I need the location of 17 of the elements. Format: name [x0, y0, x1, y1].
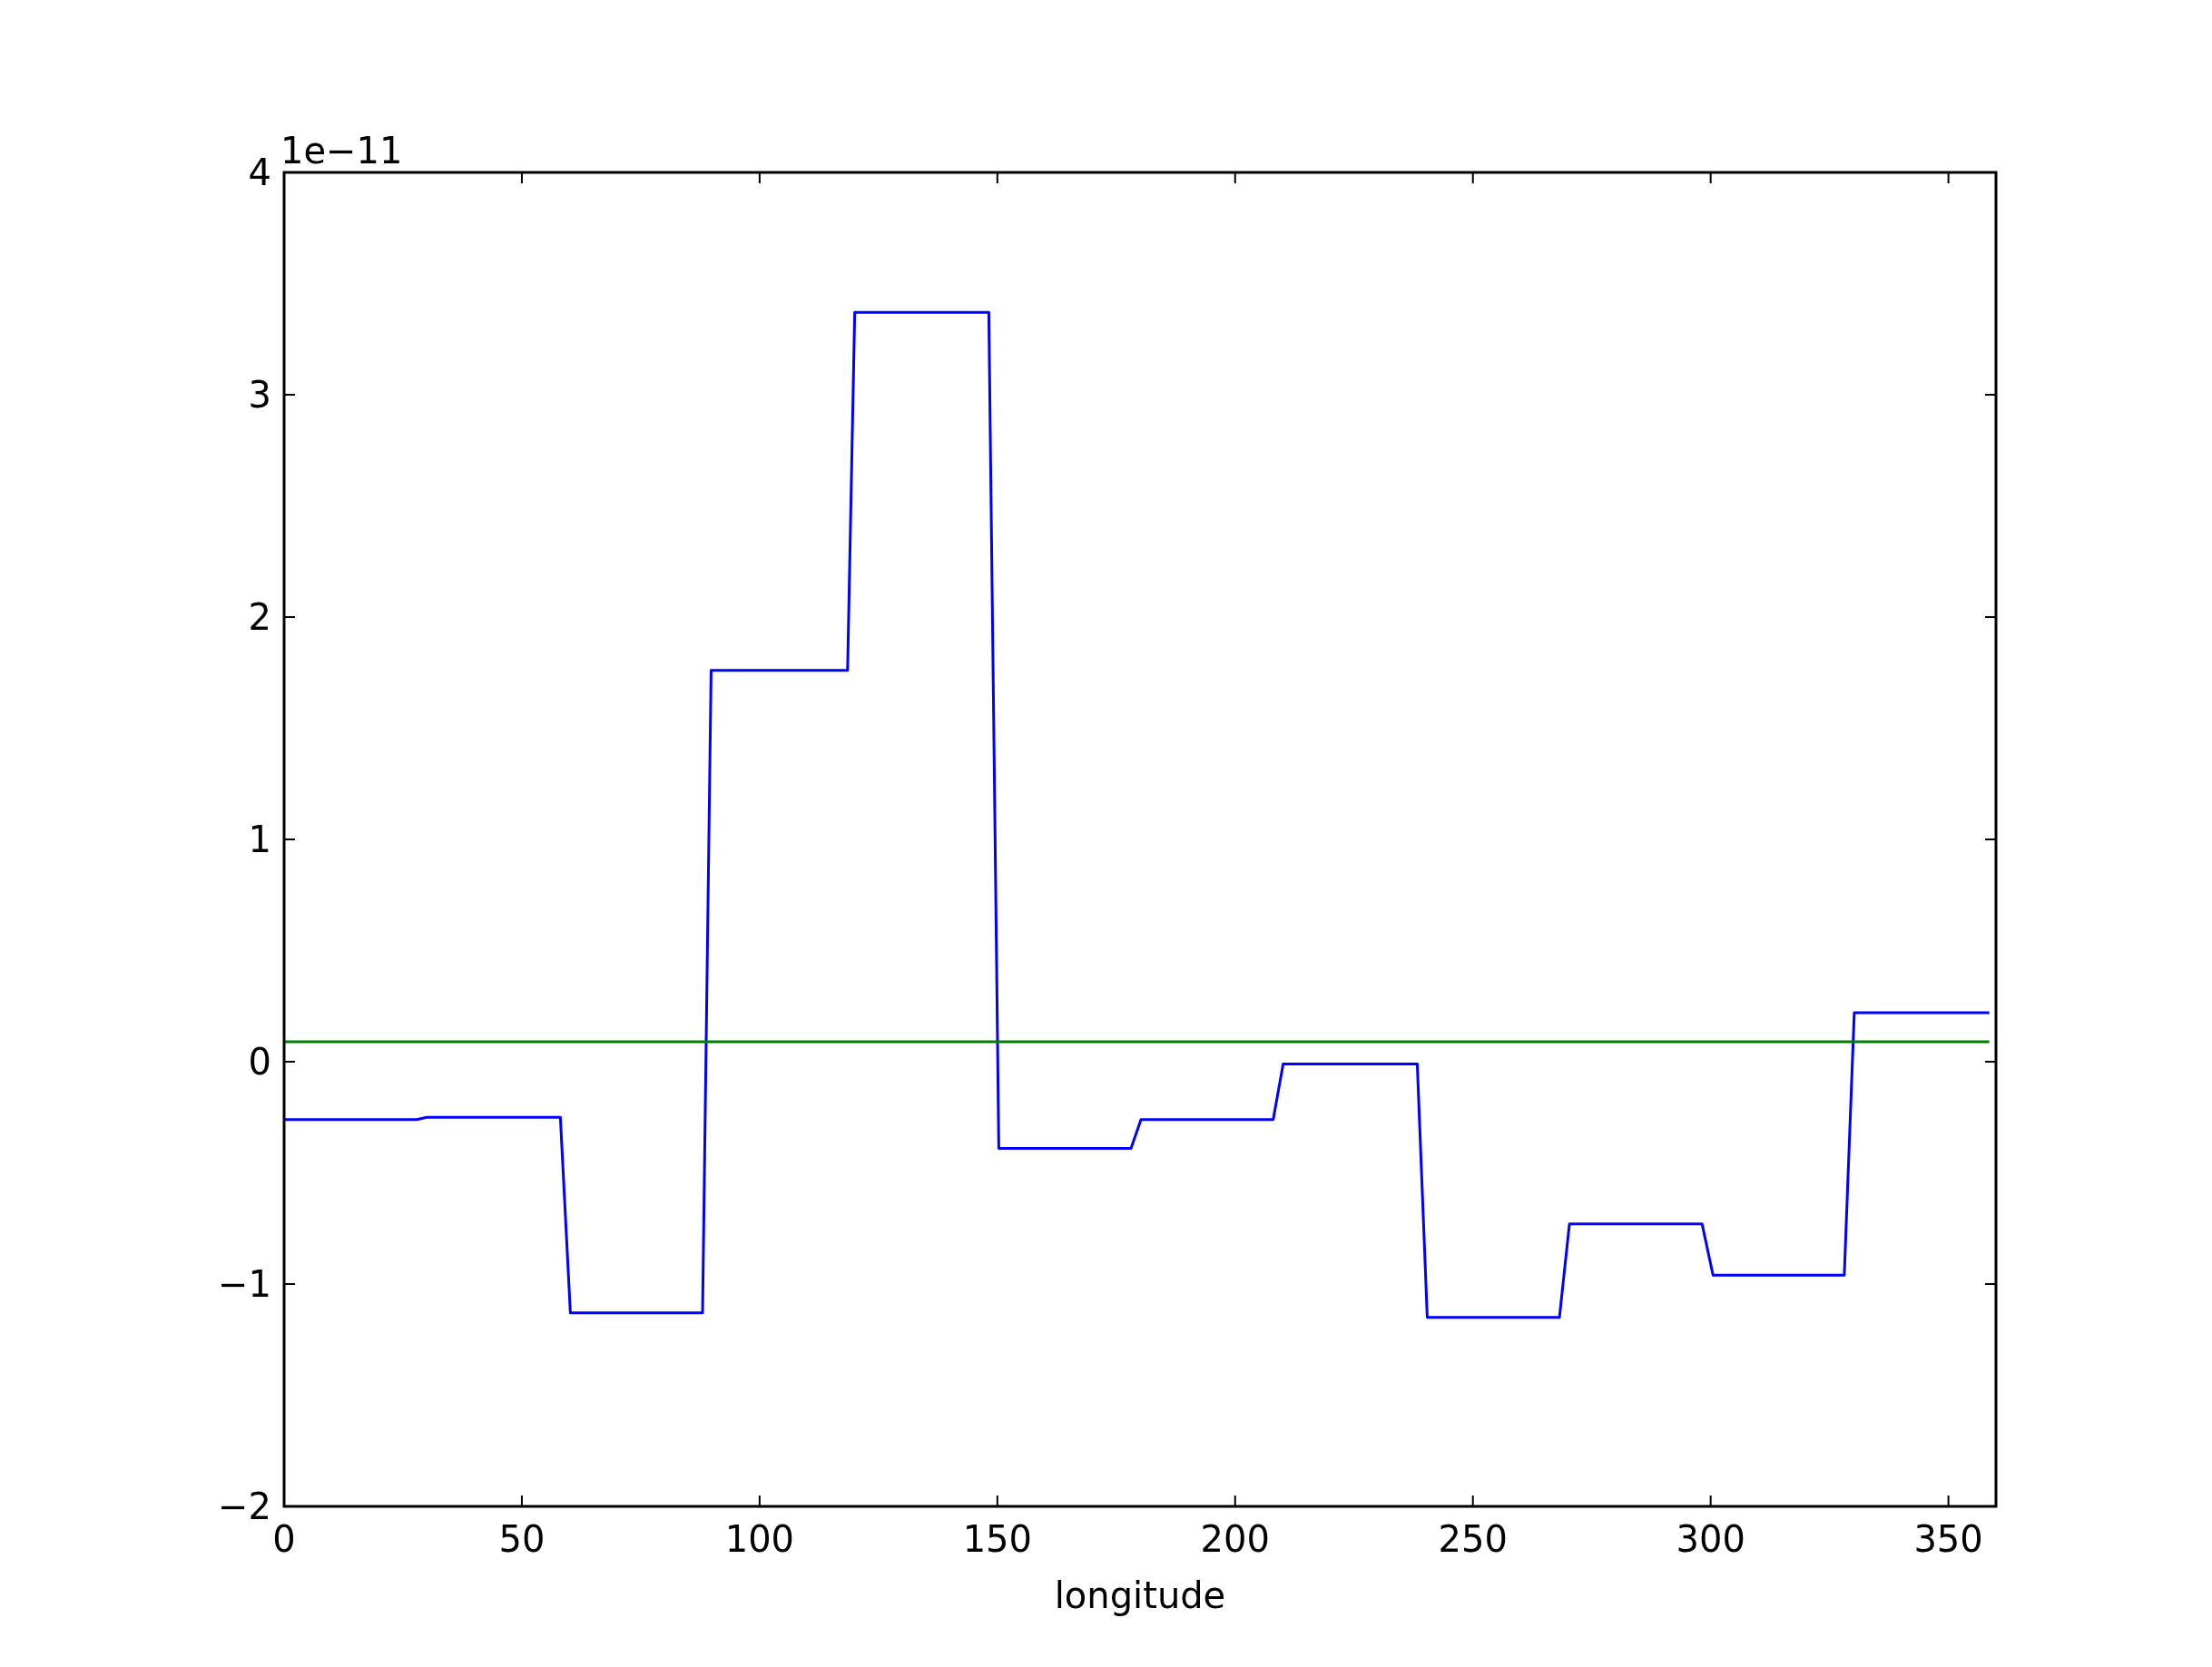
x-tick-label: 250: [1438, 1518, 1508, 1560]
y-tick-label: 2: [248, 596, 271, 638]
y-tick-label: 3: [248, 374, 271, 416]
x-tick-label: 50: [498, 1518, 546, 1560]
text: 1e−11: [280, 130, 403, 172]
x-tick-label: 100: [724, 1518, 795, 1560]
y-tick-label: 0: [248, 1041, 271, 1083]
x-tick-label: 300: [1676, 1518, 1745, 1560]
x-tick-label: 150: [962, 1518, 1033, 1560]
y-tick-label: −1: [218, 1263, 271, 1305]
x-axis-title: longitude: [1054, 1574, 1226, 1616]
x-tick-label: 350: [1913, 1518, 1983, 1560]
y-tick-label: 4: [248, 152, 271, 193]
line-series: [284, 310, 1991, 1319]
y-tick-label: 1: [248, 819, 271, 860]
x-tick-label: 200: [1200, 1518, 1270, 1560]
y-tick-label: −2: [218, 1486, 271, 1527]
